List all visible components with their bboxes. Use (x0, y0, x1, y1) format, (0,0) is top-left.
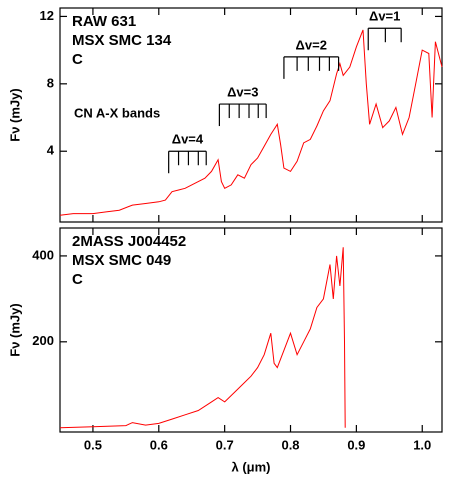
x-tick-label: 1.0 (413, 437, 431, 452)
band-label: Δv=2 (296, 37, 327, 52)
x-tick-label: 0.8 (281, 437, 299, 452)
x-axis-label: λ (μm) (231, 459, 270, 474)
band-title: CN A-X bands (74, 105, 160, 120)
object-label: RAW 631 (72, 13, 136, 30)
spectrum (59, 247, 346, 429)
object-label: C (72, 51, 83, 68)
band-label: Δv=3 (227, 84, 258, 99)
y-tick-label: 200 (32, 333, 54, 348)
x-tick-label: 0.7 (216, 437, 234, 452)
plot-frame (59, 227, 443, 433)
object-label: 2MASS J004452 (72, 233, 186, 250)
object-label: MSX SMC 134 (72, 32, 172, 49)
spectrum (59, 29, 443, 216)
y-tick-label: 8 (47, 75, 54, 90)
x-tick-label: 0.9 (347, 437, 365, 452)
x-tick-label: 0.6 (150, 437, 168, 452)
y-tick-label: 12 (40, 8, 54, 23)
y-axis-label: Fν (mJy) (7, 88, 22, 141)
x-tick-label: 0.5 (84, 437, 102, 452)
band-label: Δv=4 (172, 132, 204, 147)
y-tick-label: 4 (47, 143, 55, 158)
band-label: Δv=1 (369, 9, 400, 24)
object-label: C (72, 271, 83, 288)
plot-frame (59, 7, 443, 223)
y-tick-label: 400 (32, 247, 54, 262)
y-axis-label: Fν (mJy) (7, 303, 22, 356)
object-label: MSX SMC 049 (72, 252, 171, 269)
